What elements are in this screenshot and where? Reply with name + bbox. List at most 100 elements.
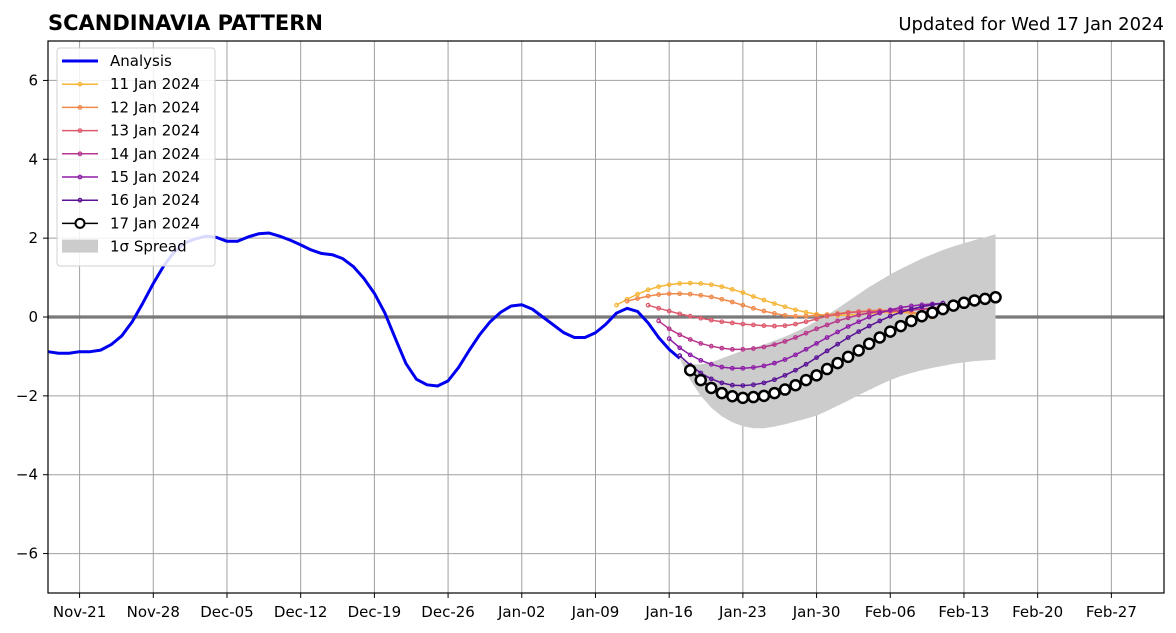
forecast-point — [793, 367, 798, 373]
forecast-point — [862, 337, 876, 351]
forecast-point — [989, 291, 1002, 304]
forecast-point — [877, 318, 883, 324]
forecast-point — [740, 346, 746, 352]
legend-marker — [77, 128, 83, 134]
forecast-point — [687, 280, 693, 286]
forecast-point — [761, 363, 767, 369]
forecast-point — [656, 284, 662, 290]
forecast-point — [687, 313, 693, 319]
forecast-point — [831, 356, 844, 370]
forecast-point — [814, 355, 819, 361]
forecast-point — [803, 313, 809, 319]
forecast-point — [898, 305, 904, 310]
forecast-point — [729, 299, 735, 305]
forecast-point — [810, 369, 823, 382]
forecast-point — [687, 291, 693, 297]
forecast-point — [705, 381, 718, 395]
forecast-point — [793, 313, 798, 319]
forecast-point — [926, 306, 939, 319]
forecast-point — [750, 305, 756, 311]
legend-marker — [77, 104, 83, 110]
y-tick-label: −2 — [16, 387, 38, 405]
forecast-point — [761, 344, 767, 350]
forecast-point — [936, 302, 950, 316]
forecast-point — [793, 321, 798, 327]
forecast-point — [677, 291, 683, 297]
forecast-point — [877, 310, 883, 316]
forecast-point — [757, 389, 771, 403]
x-tick-label: Feb-20 — [1012, 603, 1063, 621]
forecast-point — [793, 307, 798, 313]
forecast-point — [884, 325, 897, 338]
forecast-point — [729, 320, 735, 326]
x-tick-label: Jan-16 — [644, 603, 693, 621]
legend-marker — [77, 174, 83, 180]
forecast-point — [614, 302, 619, 308]
forecast-point — [782, 339, 788, 344]
forecast-line — [647, 304, 943, 327]
legend-label: 12 Jan 2024 — [110, 98, 200, 116]
forecast-point — [624, 298, 630, 304]
forecast-series — [683, 291, 1002, 405]
legend-label: 15 Jan 2024 — [110, 168, 200, 186]
forecast-point — [919, 304, 925, 310]
forecast-line — [668, 302, 943, 370]
forecast-point — [845, 335, 851, 340]
legend-marker — [77, 151, 83, 157]
forecast-point — [978, 292, 992, 306]
legend-label: 16 Jan 2024 — [110, 191, 200, 209]
forecast-point — [645, 302, 651, 308]
x-tick-label: Feb-27 — [1086, 603, 1137, 621]
y-tick-label: 4 — [28, 150, 38, 168]
chart-title: SCANDINAVIA PATTERN — [48, 11, 323, 35]
forecast-point — [772, 377, 777, 383]
forecast-point — [708, 361, 714, 367]
forecast-point — [750, 382, 756, 388]
forecast-point — [915, 309, 929, 323]
forecast-point — [789, 378, 802, 392]
x-tick-label: Dec-05 — [200, 603, 254, 621]
forecast-point — [835, 311, 841, 317]
forecast-point — [772, 360, 777, 366]
x-tick-label: Dec-19 — [348, 603, 402, 621]
forecast-point — [782, 304, 788, 310]
legend-entry: 12 Jan 2024 — [62, 98, 200, 116]
forecast-point — [856, 319, 862, 325]
forecast-point — [908, 306, 914, 312]
forecast-point — [719, 380, 725, 386]
forecast-point — [761, 323, 767, 329]
forecast-point — [761, 380, 767, 386]
legend-marker — [77, 197, 83, 203]
forecast-point — [729, 346, 735, 352]
legend-entry: 17 Jan 2024 — [62, 214, 200, 232]
forecast-point — [656, 318, 662, 324]
forecast-point — [856, 329, 862, 334]
forecast-point — [845, 324, 851, 329]
forecast-point — [824, 313, 830, 319]
forecast-point — [740, 365, 746, 371]
forecast-point — [835, 329, 841, 335]
forecast-point — [719, 284, 725, 290]
forecast-point — [666, 326, 672, 332]
forecast-point — [666, 282, 672, 288]
x-tick-label: Dec-12 — [274, 603, 328, 621]
x-tick-label: Nov-28 — [127, 603, 180, 621]
forecast-point — [740, 302, 746, 308]
y-tick-label: 6 — [28, 71, 38, 89]
forecast-point — [793, 352, 798, 358]
forecast-point — [887, 307, 893, 313]
plot-frame — [47, 40, 1165, 594]
forecast-point — [645, 287, 651, 293]
axes: Nov-21 Nov-28 Dec-05 Dec-12 Dec-19 Dec-26 Jan-… — [16, 40, 1165, 621]
forecast-point — [666, 308, 672, 314]
forecast-point — [750, 322, 756, 328]
forecast-point — [666, 336, 672, 342]
forecast-point — [799, 373, 813, 387]
legend-entry: 15 Jan 2024 — [62, 168, 200, 186]
forecast-point — [835, 341, 841, 347]
forecast-point — [772, 323, 777, 329]
forecast-point — [814, 316, 819, 322]
legend-label: 17 Jan 2024 — [110, 214, 200, 232]
forecast-point — [772, 301, 777, 306]
